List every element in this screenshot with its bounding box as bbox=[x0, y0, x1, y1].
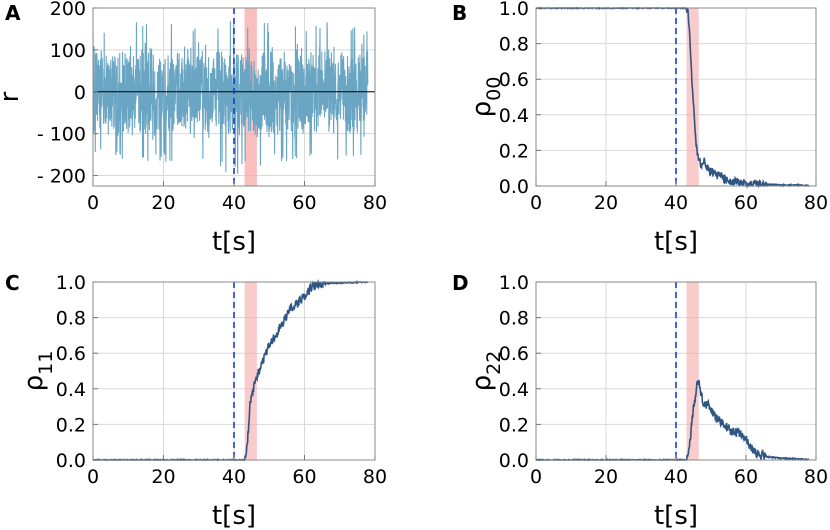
panel-d: D 0 20 40 60 80 1.0 0.8 0.6 0.4 0.2 0.0 t[s] ρ22 bbox=[452, 271, 828, 530]
y-axis-label-c: ρ11 bbox=[19, 351, 57, 392]
y-tick-label-d-0: 1.0 bbox=[499, 272, 529, 294]
y-tick-label-c-1: 0.8 bbox=[56, 308, 86, 330]
x-tick-label-c-4: 80 bbox=[363, 466, 387, 488]
y-axis-label-b: ρ00 bbox=[467, 77, 505, 118]
x-tick-label-b-1: 20 bbox=[594, 192, 618, 214]
x-tick-label-a-4: 80 bbox=[363, 192, 387, 214]
y-tick-label-b-0: 1.0 bbox=[499, 0, 529, 20]
x-tick-label-c-3: 60 bbox=[292, 466, 316, 488]
y-axis-label-sub-c: 11 bbox=[35, 351, 57, 375]
y-tick-label-d-5: 0.0 bbox=[499, 450, 529, 472]
y-tick-label-d-3: 0.4 bbox=[499, 379, 529, 401]
series-line-a bbox=[92, 21, 369, 174]
y-tick-label-b-5: 0.0 bbox=[499, 176, 529, 198]
x-tick-label-b-3: 60 bbox=[734, 192, 758, 214]
y-tick-label-d-2: 0.6 bbox=[499, 343, 529, 365]
x-tick-label-d-3: 60 bbox=[734, 466, 758, 488]
y-tick-label-c-5: 0.0 bbox=[56, 450, 86, 472]
y-tick-label-d-1: 0.8 bbox=[499, 308, 529, 330]
x-tick-label-d-1: 20 bbox=[594, 466, 618, 488]
panel-label-a: A bbox=[5, 1, 21, 25]
y-axis-label-sub-b: 00 bbox=[483, 77, 505, 101]
x-tick-label-a-1: 20 bbox=[151, 192, 175, 214]
y-tick-label-c-2: 0.6 bbox=[56, 343, 86, 365]
highlight-band-d bbox=[686, 282, 699, 460]
y-tick-label-c-0: 1.0 bbox=[56, 272, 86, 294]
panel-label-d: D bbox=[452, 271, 469, 295]
y-tick-label-a-4: - 200 bbox=[37, 166, 86, 188]
x-axis-label-a: t[s] bbox=[212, 227, 256, 257]
x-tick-label-a-3: 60 bbox=[292, 192, 316, 214]
series-line-d bbox=[535, 379, 810, 462]
x-tick-label-d-0: 0 bbox=[530, 466, 542, 488]
y-axis-label-d: ρ22 bbox=[467, 351, 505, 392]
y-tick-label-c-4: 0.2 bbox=[56, 414, 86, 436]
panel-label-b: B bbox=[452, 1, 467, 25]
y-tick-label-a-1: 100 bbox=[50, 40, 86, 62]
y-tick-label-b-2: 0.6 bbox=[499, 69, 529, 91]
series-line-c bbox=[92, 278, 369, 462]
y-tick-label-b-3: 0.4 bbox=[499, 105, 529, 127]
y-axis-label-main-b: ρ bbox=[467, 101, 497, 118]
y-tick-label-a-2: 0 bbox=[74, 82, 86, 104]
x-axis-label-b: t[s] bbox=[654, 227, 698, 257]
panel-label-c: C bbox=[5, 271, 20, 295]
panel-b: B 0 20 40 60 80 1.0 0.8 0.6 0.4 0.2 0.0 t[s] ρ00 bbox=[452, 0, 828, 257]
y-axis-label-sub-d: 22 bbox=[483, 351, 505, 375]
y-tick-label-b-4: 0.2 bbox=[499, 140, 529, 162]
y-tick-label-a-0: 200 bbox=[50, 0, 86, 20]
x-tick-label-a-0: 0 bbox=[87, 192, 99, 214]
y-tick-label-c-3: 0.4 bbox=[56, 379, 86, 401]
y-axis-label-main-d: ρ bbox=[467, 375, 497, 392]
x-tick-label-b-2: 40 bbox=[664, 192, 688, 214]
x-tick-label-c-2: 40 bbox=[222, 466, 246, 488]
x-tick-label-d-4: 80 bbox=[804, 466, 828, 488]
series-line-b bbox=[535, 6, 810, 189]
y-tick-label-a-3: - 100 bbox=[37, 124, 86, 146]
panel-a: A 0 20 40 60 80 200 100 0 - 100 - 200 t[s] r bbox=[0, 0, 387, 257]
y-axis-label-a: r bbox=[0, 91, 25, 102]
y-tick-label-b-1: 0.8 bbox=[499, 34, 529, 56]
y-axis-label-main-a: r bbox=[0, 91, 25, 102]
x-tick-label-b-0: 0 bbox=[530, 192, 542, 214]
y-tick-label-d-4: 0.2 bbox=[499, 414, 529, 436]
x-axis-label-c: t[s] bbox=[212, 501, 256, 530]
panel-c: C 0 20 40 60 80 1.0 0.8 0.6 0.4 0.2 0.0 t[s] ρ11 bbox=[5, 271, 387, 530]
x-tick-label-b-4: 80 bbox=[804, 192, 828, 214]
x-tick-label-a-2: 40 bbox=[222, 192, 246, 214]
x-axis-label-d: t[s] bbox=[654, 501, 698, 530]
y-axis-label-main-c: ρ bbox=[19, 375, 49, 392]
highlight-band-c bbox=[244, 282, 257, 460]
x-tick-label-c-1: 20 bbox=[151, 466, 175, 488]
x-tick-label-c-0: 0 bbox=[87, 466, 99, 488]
x-tick-label-d-2: 40 bbox=[664, 466, 688, 488]
